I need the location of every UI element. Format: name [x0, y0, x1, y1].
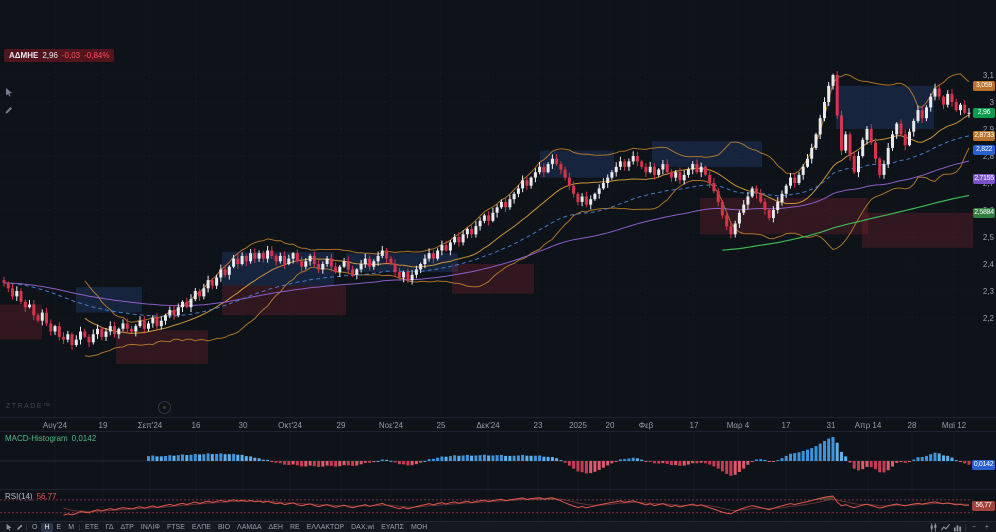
price-tick: 2,2 — [982, 314, 994, 323]
time-tick: 25 — [436, 421, 446, 430]
price-axis[interactable]: 3,132,92,82,72,62,52,42,32,23,0592,962,8… — [973, 0, 996, 417]
bollinger-mid-badge: 2,8733 — [973, 131, 995, 142]
time-tick: 23 — [533, 421, 543, 430]
ticker-FTSE[interactable]: FTSE — [166, 523, 185, 531]
price-tick: 2,9 — [982, 125, 994, 134]
time-tick: Οκτ'24 — [278, 421, 302, 430]
rsi-value: 56,77 — [36, 492, 57, 501]
time-tick: 29 — [336, 421, 346, 430]
drawing-toolbar — [3, 86, 15, 116]
time-tick: Απρ 14 — [854, 421, 882, 430]
timeframe-Η[interactable]: Η — [41, 522, 53, 532]
toolbar-right-group: − + — [929, 522, 992, 532]
time-tick: Μαϊ 12 — [941, 421, 967, 430]
rsi-chart — [0, 495, 973, 516]
ticker-ΔΕΗ[interactable]: ΔΕΗ — [268, 523, 283, 531]
ticker-DAX.wi[interactable]: DAX.wi — [351, 523, 375, 531]
time-tick: Αυγ'24 — [42, 421, 68, 430]
price-tick: 2,8 — [982, 152, 994, 161]
timeframe-Ο[interactable]: Ο — [32, 523, 38, 531]
macd-label: MACD-Histogram — [5, 434, 68, 443]
candlestick-style-icon[interactable] — [929, 522, 938, 532]
ticker-ΓΔ[interactable]: ΓΔ — [105, 523, 114, 531]
rsi-axis-badge: 56,77 — [972, 501, 995, 512]
ticker-ΕΤΕ[interactable]: ΕΤΕ — [85, 523, 99, 531]
pencil-icon[interactable] — [3, 104, 15, 116]
time-tick: Νοε'24 — [378, 421, 404, 430]
price-tick: 3,1 — [982, 71, 994, 80]
timeframe-Ε[interactable]: Ε — [56, 523, 62, 531]
ticker-ΛΑΜΔΑ[interactable]: ΛΑΜΔΑ — [237, 523, 262, 531]
timeframe-Μ[interactable]: Μ — [68, 523, 75, 531]
ticker-ΕΛΛΑΚΤΩΡ[interactable]: ΕΛΛΑΚΤΩΡ — [306, 523, 345, 531]
time-tick: Σεπ'24 — [137, 421, 163, 430]
time-tick: 19 — [98, 421, 108, 430]
time-tick: 30 — [238, 421, 248, 430]
indicator-icon[interactable] — [940, 523, 950, 532]
ma-blue-badge: 2,822 — [973, 145, 995, 156]
cursor-icon[interactable] — [4, 523, 13, 532]
last-price-badge: 2,96 — [973, 107, 995, 118]
macd-histogram-chart — [0, 437, 973, 476]
time-tick: Φεβ — [638, 421, 654, 430]
rsi-panel[interactable]: RSI(14) 56,77 56,77 — [0, 489, 996, 522]
bollinger-upper-badge: 3,059 — [973, 81, 995, 92]
ticker-ΜΟΗ[interactable]: ΜΟΗ — [410, 523, 428, 531]
time-tick: 20 — [605, 421, 615, 430]
symbol-change-pct: -0,84% — [84, 51, 110, 60]
price-tick: 2,5 — [982, 233, 994, 242]
macd-legend: MACD-Histogram 0,0142 — [5, 434, 96, 443]
ticker-ΕΥΑΠΣ[interactable]: ΕΥΑΠΣ — [381, 523, 404, 531]
watermark-logo — [158, 401, 171, 414]
ma-purple-badge: 2,7155 — [973, 173, 995, 184]
time-tick: 17 — [689, 421, 699, 430]
candlestick-chart — [0, 0, 973, 417]
symbol-price: 2,96 — [42, 51, 58, 60]
ticker-RE[interactable]: RE — [289, 523, 300, 531]
ticker-ΔΤΡ[interactable]: ΔΤΡ — [120, 523, 134, 531]
zoom-in-button[interactable]: + — [984, 523, 989, 531]
price-tick: 2,3 — [982, 287, 994, 296]
ticker-ΒΙΟ[interactable]: ΒΙΟ — [217, 523, 231, 531]
symbol-name: ΑΔΜΗΕ — [9, 51, 39, 60]
pencil-icon[interactable] — [15, 523, 24, 532]
cursor-icon[interactable] — [3, 86, 15, 98]
time-tick: Μαρ 4 — [726, 421, 750, 430]
time-tick: Δεκ'24 — [476, 421, 500, 430]
price-tick: 3 — [989, 98, 994, 107]
macd-panel[interactable]: MACD-Histogram 0,0142 0,0142 — [0, 431, 996, 490]
ticker-ΕΛΠΕ[interactable]: ΕΛΠΕ — [191, 523, 211, 531]
symbol-change: -0,03 — [61, 51, 81, 60]
time-tick: 28 — [907, 421, 917, 430]
rsi-legend: RSI(14) 56,77 — [5, 492, 57, 501]
watermark: ZTRADE™ — [6, 403, 52, 410]
time-tick: 31 — [826, 421, 836, 430]
time-tick: 16 — [191, 421, 201, 430]
rsi-label: RSI(14) — [5, 492, 33, 501]
ticker-shortcut-group: ΕΤΕ ΓΔ ΔΤΡ ΙΝΛΙΦ FTSE ΕΛΠΕ ΒΙΟ ΛΑΜΔΑ ΔΕΗ RE ΕΛΛΑΚΤ… — [82, 523, 430, 532]
ticker-ΙΝΛΙΦ[interactable]: ΙΝΛΙΦ — [140, 523, 160, 531]
toolbar-separator — [26, 523, 27, 531]
time-tick: 2025 — [569, 421, 587, 430]
zoom-out-button[interactable]: − — [971, 523, 976, 531]
toolbar-separator — [964, 523, 966, 531]
ma-green-badge: 2,5884 — [973, 208, 995, 219]
time-tick: 17 — [781, 421, 791, 430]
price-tick: 2,4 — [982, 260, 994, 269]
toolbar-separator — [79, 523, 81, 531]
time-axis[interactable]: Αυγ'24 19 Σεπ'24 16 30 Οκτ'24 29 Νοε'24 25 Δεκ'24… — [0, 417, 996, 432]
symbol-legend[interactable]: ΑΔΜΗΕ 2,96 -0,03 -0,84% — [4, 49, 115, 62]
price-chart-panel[interactable]: ΑΔΜΗΕ 2,96 -0,03 -0,84% ZTRADE™ 3,1 3 2,9 2… — [0, 0, 996, 417]
volume-icon[interactable] — [953, 523, 962, 532]
macd-axis-badge: 0,0142 — [972, 459, 995, 470]
macd-value: 0,0142 — [71, 434, 97, 443]
